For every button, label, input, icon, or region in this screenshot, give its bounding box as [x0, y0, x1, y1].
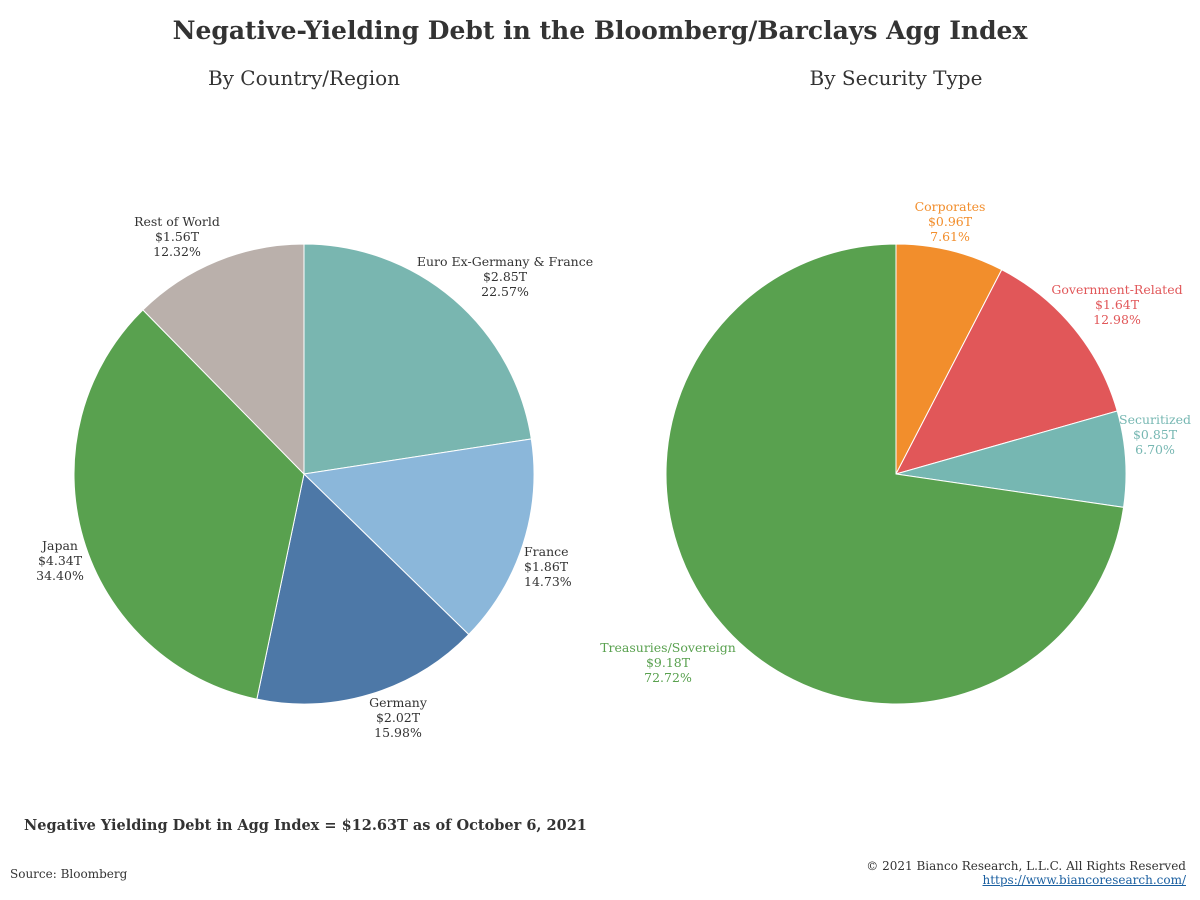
slice-value: $0.96T — [928, 214, 973, 229]
slice-name: Treasuries/Sovereign — [600, 640, 736, 655]
total-note: Negative Yielding Debt in Agg Index = $1… — [24, 817, 587, 834]
slice-name: Germany — [369, 695, 428, 710]
copyright-block: © 2021 Bianco Research, L.L.C. All Right… — [866, 859, 1186, 887]
slice-name: Rest of World — [134, 214, 220, 229]
slice-name: France — [524, 544, 569, 559]
slice-name: Government-Related — [1051, 282, 1182, 297]
slice-label-france: France $1.86T 14.73% — [524, 544, 572, 589]
slice-name: Japan — [40, 538, 78, 553]
slice-percent: 7.61% — [930, 229, 970, 244]
website-link[interactable]: https://www.biancoresearch.com/ — [982, 873, 1186, 887]
slice-percent: 14.73% — [524, 574, 572, 589]
copyright-text: © 2021 Bianco Research, L.L.C. All Right… — [866, 859, 1186, 873]
slice-name: Corporates — [915, 199, 986, 214]
slice-label-euro-ex-germany-france: Euro Ex-Germany & France $2.85T 22.57% — [417, 254, 593, 299]
slice-percent: 6.70% — [1135, 442, 1175, 457]
pie-slice-japan — [73, 309, 305, 700]
slice-label-rest-of-world: Rest of World $1.56T 12.32% — [134, 214, 220, 259]
pie-slice-government-related — [895, 269, 1118, 475]
slice-label-japan: Japan $4.34T 34.40% — [36, 538, 84, 583]
slice-value: $1.56T — [155, 229, 200, 244]
pie-country-region: Euro Ex-Germany & France $2.85T 22.57% Fran… — [36, 214, 593, 740]
slice-percent: 22.57% — [481, 284, 529, 299]
pie-slice-corporates — [895, 243, 1003, 475]
slice-name: Securitized — [1119, 412, 1191, 427]
slice-percent: 12.98% — [1093, 312, 1141, 327]
slice-percent: 15.98% — [374, 725, 422, 740]
slice-value: $2.85T — [483, 269, 528, 284]
slice-name: Euro Ex-Germany & France — [417, 254, 593, 269]
slice-label-treasuries-sovereign: Treasuries/Sovereign $9.18T 72.72% — [600, 640, 736, 685]
pie-slice-treasuries-sovereign — [665, 243, 1125, 705]
slice-value: $2.02T — [376, 710, 421, 725]
slice-value: $1.64T — [1095, 297, 1140, 312]
chart-main-title: Negative-Yielding Debt in the Bloomberg/… — [172, 16, 1028, 45]
slice-percent: 12.32% — [153, 244, 201, 259]
slice-label-government-related: Government-Related $1.64T 12.98% — [1051, 282, 1182, 327]
slice-percent: 34.40% — [36, 568, 84, 583]
slice-label-germany: Germany $2.02T 15.98% — [369, 695, 428, 740]
pie-slice-euro-ex-germany-france — [303, 243, 532, 475]
pie-slice-rest-of-world — [142, 243, 305, 476]
pie-security-type: Corporates $0.96T 7.61%Government-Related $… — [600, 199, 1191, 705]
pie-slice-germany — [256, 473, 470, 705]
slice-percent: 72.72% — [644, 670, 692, 685]
slice-label-corporates: Corporates $0.96T 7.61% — [915, 199, 986, 244]
slice-label-securitized: Securitized $0.85T 6.70% — [1119, 412, 1191, 457]
slice-value: $4.34T — [38, 553, 83, 568]
source-note: Source: Bloomberg — [10, 867, 128, 881]
pie-title-security: By Security Type — [809, 66, 983, 90]
pie-slice-france — [302, 438, 535, 636]
slice-value: $1.86T — [524, 559, 569, 574]
slice-value: $0.85T — [1133, 427, 1178, 442]
pie-title-country: By Country/Region — [207, 66, 401, 90]
slice-value: $9.18T — [646, 655, 691, 670]
